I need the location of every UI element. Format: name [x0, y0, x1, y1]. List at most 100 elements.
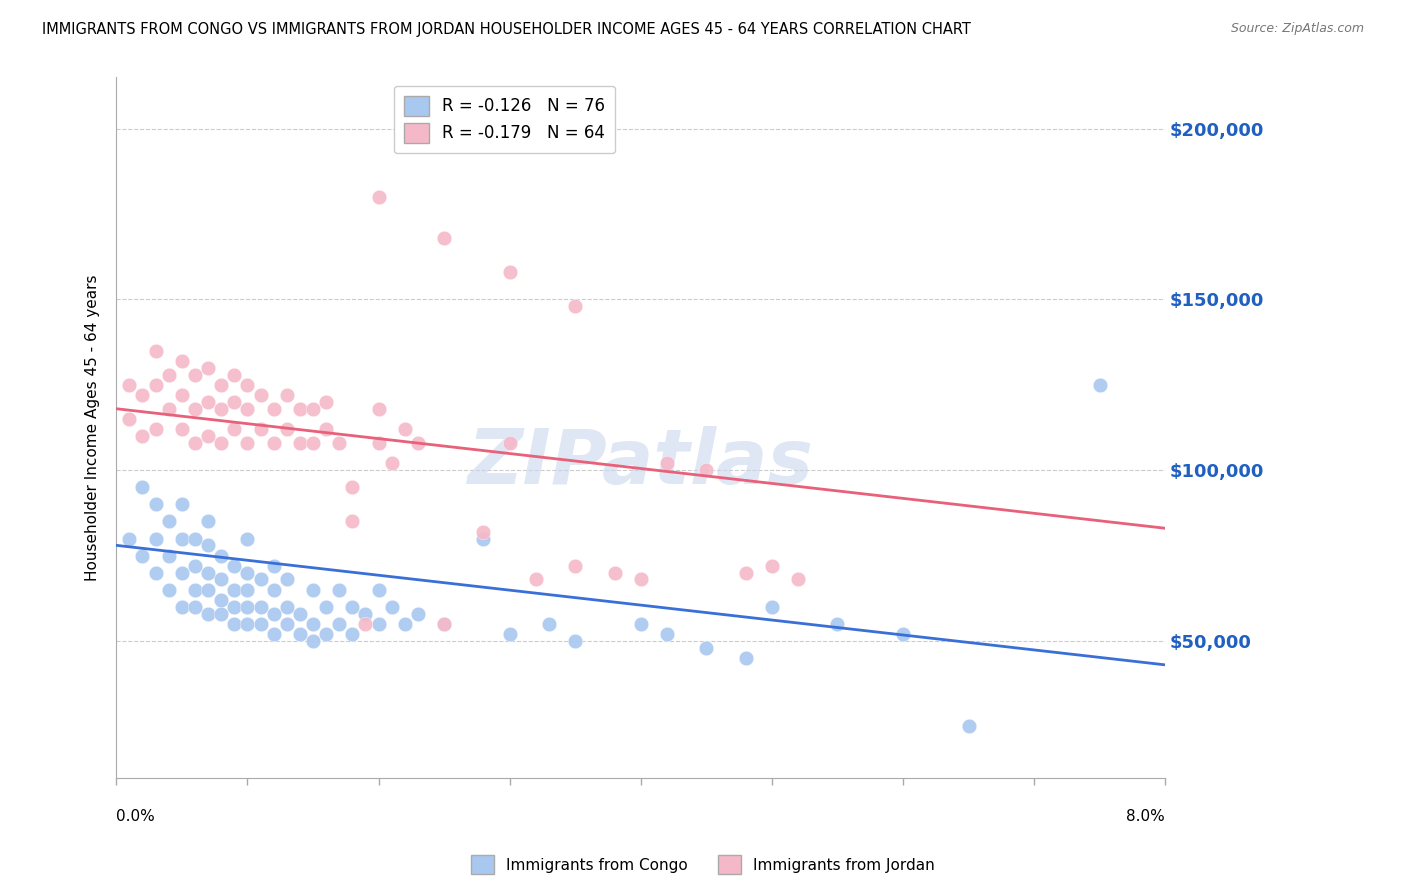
Point — [315, 599, 337, 614]
Point — [170, 497, 193, 511]
Point — [342, 627, 364, 641]
Point — [249, 422, 271, 436]
Point — [367, 190, 389, 204]
Point — [263, 558, 285, 573]
Point — [276, 573, 298, 587]
Point — [761, 558, 783, 573]
Point — [406, 607, 429, 621]
Point — [498, 627, 520, 641]
Point — [761, 599, 783, 614]
Point — [197, 582, 219, 597]
Point — [603, 566, 626, 580]
Point — [184, 558, 207, 573]
Point — [734, 651, 756, 665]
Point — [184, 368, 207, 382]
Point — [381, 599, 404, 614]
Point — [184, 435, 207, 450]
Point — [342, 480, 364, 494]
Point — [236, 377, 259, 392]
Point — [433, 231, 456, 245]
Point — [249, 388, 271, 402]
Point — [131, 388, 153, 402]
Point — [276, 616, 298, 631]
Point — [145, 343, 167, 358]
Point — [288, 401, 311, 416]
Point — [564, 299, 586, 313]
Point — [157, 401, 180, 416]
Point — [249, 599, 271, 614]
Point — [315, 422, 337, 436]
Point — [184, 401, 207, 416]
Point — [197, 607, 219, 621]
Text: 0.0%: 0.0% — [117, 809, 155, 824]
Point — [302, 634, 325, 648]
Point — [209, 573, 232, 587]
Point — [236, 401, 259, 416]
Point — [472, 524, 495, 539]
Point — [328, 435, 350, 450]
Point — [394, 422, 416, 436]
Point — [498, 265, 520, 279]
Point — [367, 435, 389, 450]
Point — [209, 435, 232, 450]
Point — [197, 360, 219, 375]
Point — [433, 616, 456, 631]
Point — [170, 422, 193, 436]
Point — [224, 422, 246, 436]
Point — [157, 549, 180, 563]
Point — [224, 582, 246, 597]
Point — [827, 616, 849, 631]
Point — [131, 429, 153, 443]
Point — [170, 354, 193, 368]
Point — [224, 368, 246, 382]
Point — [288, 607, 311, 621]
Point — [209, 401, 232, 416]
Text: ZIPatlas: ZIPatlas — [468, 425, 814, 500]
Point — [209, 549, 232, 563]
Point — [170, 532, 193, 546]
Point — [131, 549, 153, 563]
Point — [655, 456, 678, 470]
Point — [197, 395, 219, 409]
Point — [957, 719, 980, 733]
Point — [288, 435, 311, 450]
Point — [315, 627, 337, 641]
Point — [655, 627, 678, 641]
Point — [564, 634, 586, 648]
Point — [367, 401, 389, 416]
Point — [328, 616, 350, 631]
Text: 8.0%: 8.0% — [1126, 809, 1166, 824]
Point — [249, 616, 271, 631]
Point — [197, 515, 219, 529]
Point — [302, 616, 325, 631]
Point — [498, 435, 520, 450]
Point — [367, 616, 389, 631]
Point — [170, 566, 193, 580]
Point — [145, 497, 167, 511]
Legend: Immigrants from Congo, Immigrants from Jordan: Immigrants from Congo, Immigrants from J… — [465, 849, 941, 880]
Point — [170, 388, 193, 402]
Point — [224, 558, 246, 573]
Point — [263, 401, 285, 416]
Point — [197, 538, 219, 552]
Point — [381, 456, 404, 470]
Point — [276, 599, 298, 614]
Point — [342, 599, 364, 614]
Point — [302, 435, 325, 450]
Point — [209, 593, 232, 607]
Point — [433, 616, 456, 631]
Point — [224, 616, 246, 631]
Point — [197, 429, 219, 443]
Point — [342, 515, 364, 529]
Text: Source: ZipAtlas.com: Source: ZipAtlas.com — [1230, 22, 1364, 36]
Point — [184, 599, 207, 614]
Point — [118, 412, 141, 426]
Point — [315, 395, 337, 409]
Point — [524, 573, 547, 587]
Point — [695, 640, 717, 655]
Point — [263, 607, 285, 621]
Point — [184, 582, 207, 597]
Point — [328, 582, 350, 597]
Point — [564, 558, 586, 573]
Point — [288, 627, 311, 641]
